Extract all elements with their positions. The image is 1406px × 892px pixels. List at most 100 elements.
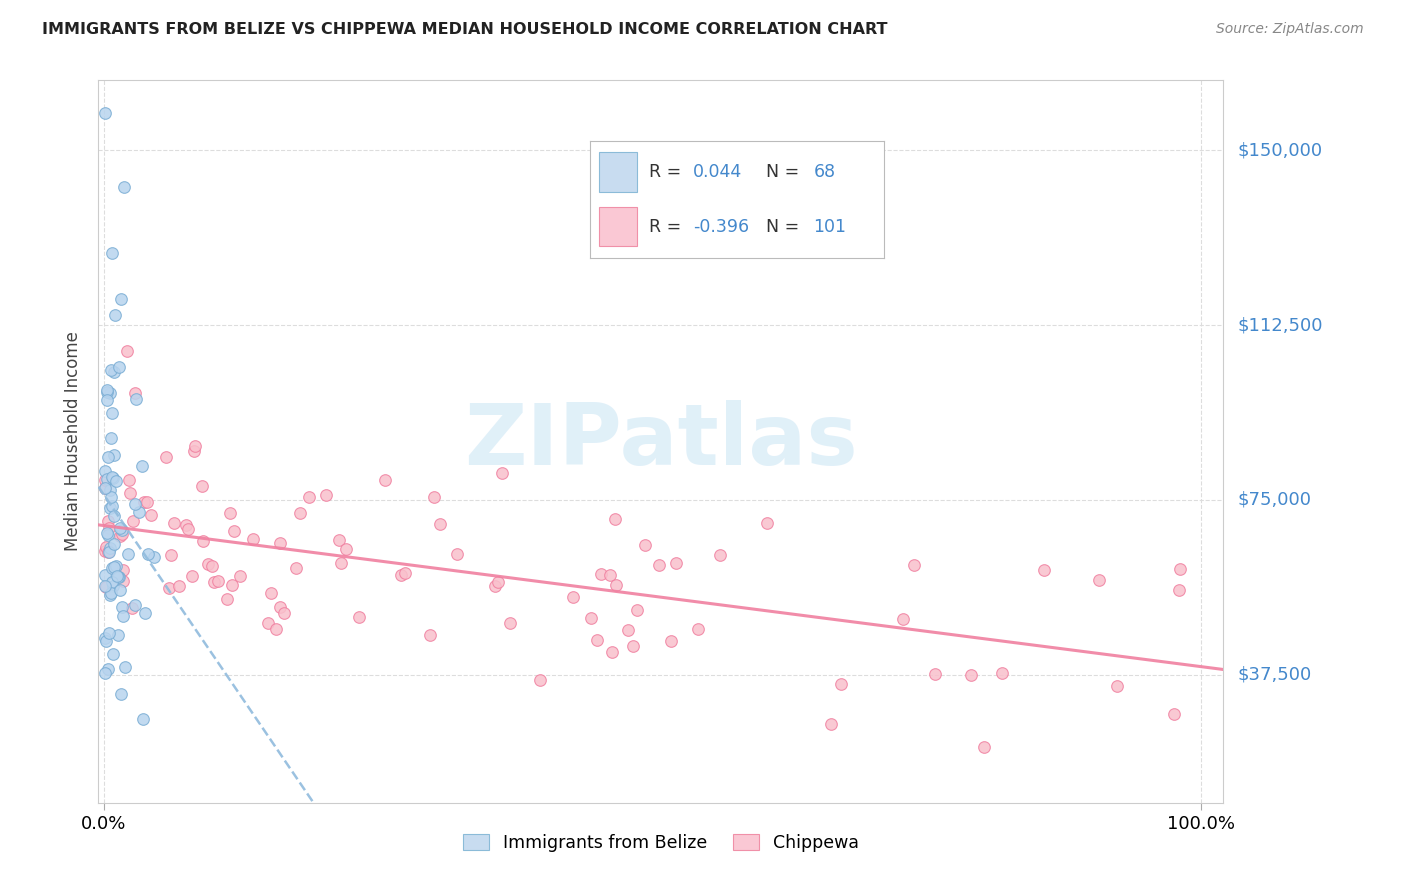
Point [96,385,118,400]
Point [347,610,370,624]
Point [1168,562,1191,576]
Point [97,528,120,542]
Point [124,497,146,511]
Point [329,556,352,570]
Point [97,626,120,640]
Point [97,514,120,528]
Point [94,579,117,593]
Point [143,549,166,564]
Point [163,516,186,530]
Point [111,600,134,615]
Point [114,660,136,674]
Point [273,606,295,620]
Point [177,522,200,536]
Point [335,542,357,557]
Point [315,488,337,502]
Point [117,343,139,358]
Point [634,538,657,552]
Point [284,561,307,575]
Point [990,666,1012,681]
Point [101,561,124,575]
Point [101,579,124,593]
Point [97,545,120,559]
Point [94,631,117,645]
Point [110,293,132,307]
Point [103,537,125,551]
Text: ZIPatlas: ZIPatlas [464,400,858,483]
Point [132,712,155,726]
Point [124,385,146,400]
Point [105,569,128,583]
Point [112,180,135,194]
Text: R =: R = [648,218,681,235]
Point [269,600,291,615]
Point [328,533,350,547]
Point [298,490,321,504]
Point [100,490,122,504]
Point [1168,583,1191,598]
Point [108,528,131,542]
Point [755,516,778,530]
Point [128,505,150,519]
Point [101,647,124,661]
Point [1088,573,1111,587]
Point [603,512,626,526]
Text: Source: ZipAtlas.com: Source: ZipAtlas.com [1216,22,1364,37]
Point [264,622,287,636]
Point [924,666,946,681]
Point [94,543,117,558]
Point [260,586,283,600]
Point [111,524,134,538]
Point [1107,679,1129,693]
Point [242,532,264,546]
Text: 0.044: 0.044 [693,162,742,181]
Point [491,467,513,481]
Point [585,632,607,647]
Y-axis label: Median Household Income: Median Household Income [65,332,83,551]
Point [110,687,132,701]
Point [602,645,624,659]
Point [112,574,135,589]
Point [202,574,225,589]
Text: $150,000: $150,000 [1237,141,1322,159]
Point [122,514,145,528]
Point [647,558,669,572]
Point [103,365,125,379]
Point [97,450,120,465]
Point [484,579,506,593]
Point [101,574,124,589]
Point [112,608,135,623]
Point [486,575,509,590]
Point [111,527,134,541]
Point [131,459,153,474]
Point [626,603,648,617]
Point [96,541,118,555]
Point [118,486,141,500]
Point [98,501,121,516]
Point [181,568,204,582]
Point [605,577,627,591]
Point [973,739,995,754]
Point [616,624,638,638]
Point [820,716,842,731]
Point [830,677,852,691]
Text: -0.396: -0.396 [693,218,749,235]
Point [94,580,117,594]
Point [103,508,125,523]
Point [221,578,243,592]
Point [200,558,222,573]
Point [98,483,121,497]
Point [446,547,468,561]
Point [98,541,121,555]
Point [111,563,134,577]
Point [96,393,118,408]
Point [94,665,117,680]
Point [118,474,141,488]
Text: $112,500: $112,500 [1237,316,1323,334]
Point [903,558,925,572]
Point [101,470,124,484]
Text: $37,500: $37,500 [1237,665,1312,683]
Point [96,526,118,541]
Point [104,559,127,574]
Point [136,547,159,561]
